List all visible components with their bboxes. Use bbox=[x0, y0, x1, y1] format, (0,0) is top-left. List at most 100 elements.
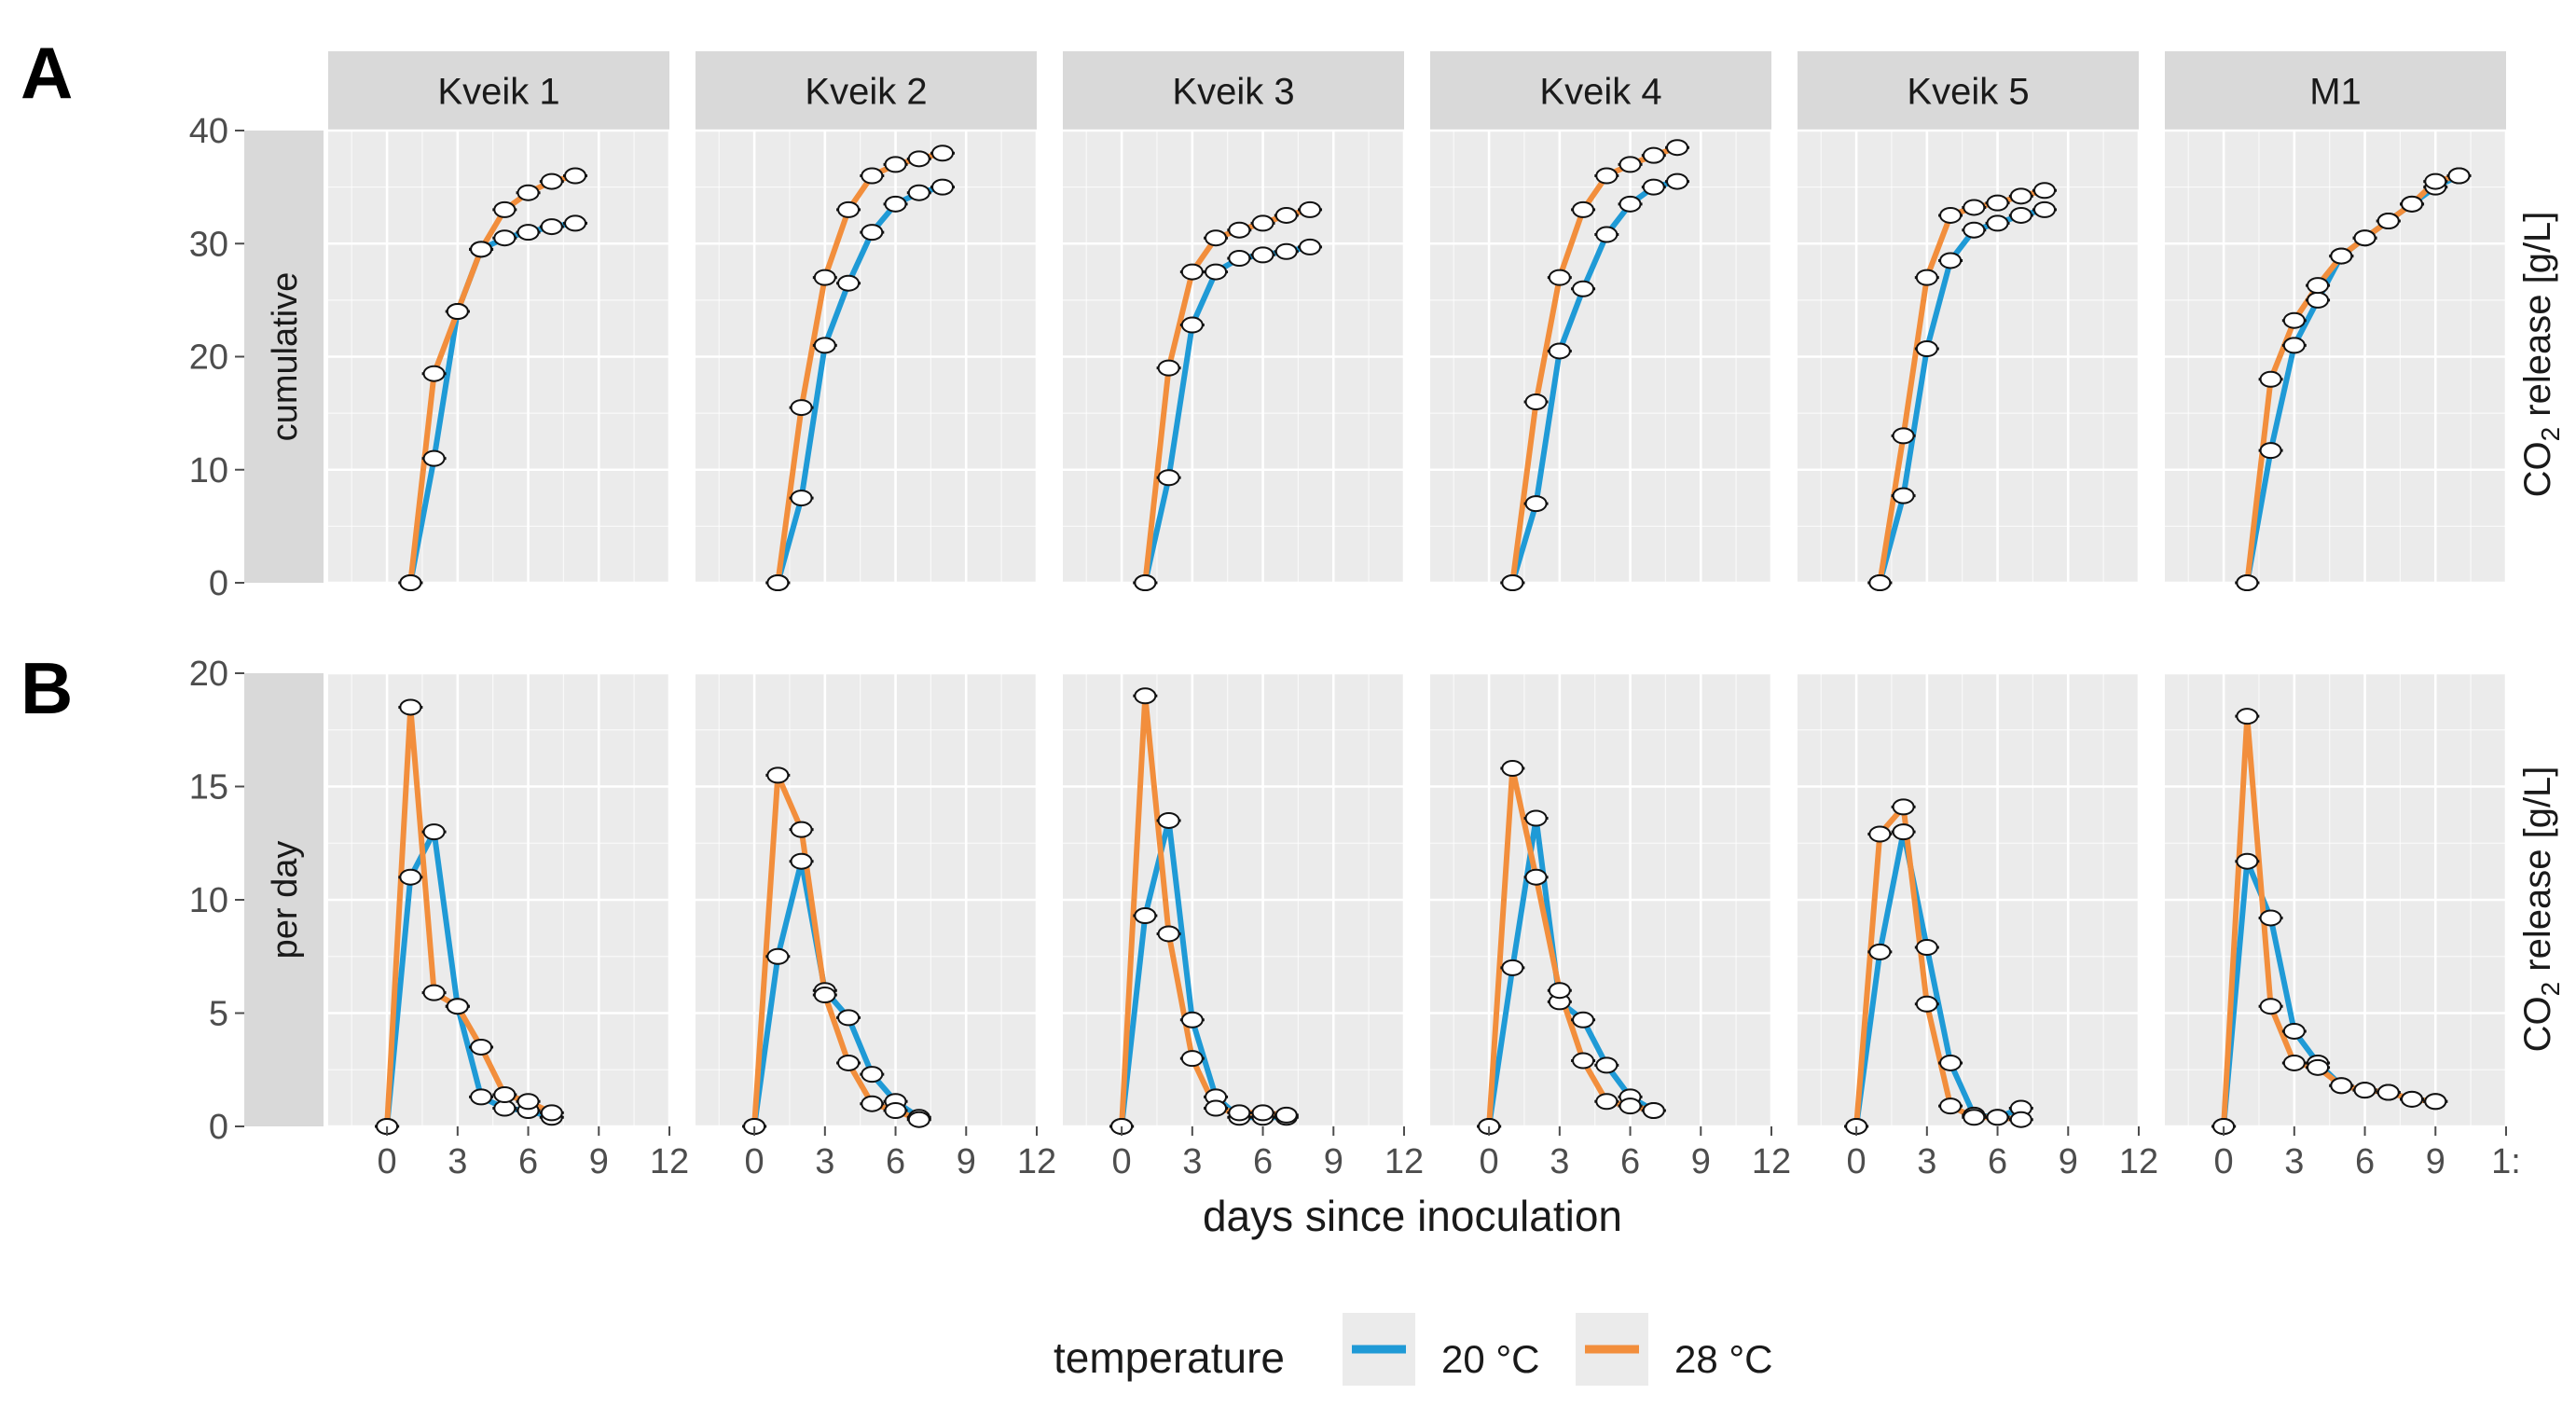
panel-kveik-5-per-day bbox=[1798, 671, 2141, 1135]
facet-strip-label-m1: M1 bbox=[2309, 72, 2362, 113]
data-point-28-c bbox=[422, 365, 446, 382]
data-point-20-c bbox=[907, 184, 930, 201]
data-point-28-c bbox=[931, 145, 955, 162]
data-point-28-c bbox=[2353, 1082, 2376, 1099]
data-point-20-c bbox=[837, 1009, 861, 1027]
data-point-20-c bbox=[540, 218, 563, 236]
data-point-20-c bbox=[1666, 173, 1689, 190]
data-point-20-c bbox=[1939, 252, 1963, 269]
data-point-20-c bbox=[1868, 943, 1892, 960]
data-point-20-c bbox=[1205, 263, 1228, 281]
panel-kveik-5-cumulative bbox=[1798, 129, 2141, 591]
data-point-28-c bbox=[2447, 167, 2471, 185]
data-point-20-c bbox=[422, 823, 446, 841]
data-point-28-c bbox=[2330, 247, 2353, 265]
data-point-28-c bbox=[446, 998, 469, 1015]
y-tick-label: 10 bbox=[189, 451, 228, 490]
data-point-28-c bbox=[1963, 1109, 1986, 1126]
y-tick-label: 40 bbox=[189, 112, 228, 151]
data-point-20-c bbox=[1548, 342, 1571, 360]
data-point-20-c bbox=[564, 214, 587, 232]
data-point-20-c bbox=[1180, 1011, 1204, 1028]
data-point-20-c bbox=[1134, 907, 1157, 925]
x-tick-label: 12 bbox=[1384, 1142, 1424, 1181]
x-tick-label: 6 bbox=[1253, 1142, 1273, 1181]
x-tick-label: 0 bbox=[1480, 1142, 1499, 1181]
data-point-28-c bbox=[861, 167, 884, 185]
panel-label-a: A bbox=[21, 32, 73, 114]
y-tick-label: 10 bbox=[189, 881, 228, 920]
data-point-20-c bbox=[1595, 1056, 1619, 1074]
data-point-20-c bbox=[884, 195, 907, 213]
x-tick-label: 9 bbox=[589, 1142, 609, 1181]
facet-strip-label-kveik-5: Kveik 5 bbox=[1907, 72, 2029, 113]
data-point-20-c bbox=[790, 490, 813, 507]
data-point-28-c bbox=[790, 399, 813, 417]
data-point-28-c bbox=[1986, 194, 2009, 212]
data-point-28-c bbox=[1299, 200, 1322, 218]
data-point-20-c bbox=[1251, 246, 1274, 264]
x-tick-label: 6 bbox=[2355, 1142, 2375, 1181]
data-point-28-c bbox=[493, 1085, 517, 1103]
x-tick-label: 12 bbox=[1017, 1142, 1056, 1181]
data-point-28-c bbox=[1915, 269, 1938, 286]
data-point-20-c bbox=[1572, 1011, 1595, 1028]
data-point-28-c bbox=[1134, 574, 1157, 591]
data-point-28-c bbox=[884, 156, 907, 173]
data-point-20-c bbox=[1228, 250, 1251, 268]
data-point-28-c bbox=[1642, 1101, 1665, 1119]
x-tick-label: 9 bbox=[2059, 1142, 2078, 1181]
data-point-28-c bbox=[813, 987, 836, 1004]
x-tick-label: 9 bbox=[957, 1142, 976, 1181]
data-point-20-c bbox=[470, 1088, 493, 1106]
legend: temperature 20 °C 28 °C bbox=[1054, 1313, 1773, 1386]
y-tick-label: 15 bbox=[189, 768, 228, 808]
facet-strip-kveik-5 bbox=[1798, 51, 2139, 131]
x-tick-label: 0 bbox=[1847, 1142, 1867, 1181]
data-point-28-c bbox=[1868, 825, 1892, 843]
data-point-20-c bbox=[1892, 487, 1915, 504]
data-point-28-c bbox=[1501, 574, 1524, 591]
data-point-28-c bbox=[1134, 687, 1157, 705]
x-tick-label: 3 bbox=[1550, 1142, 1569, 1181]
data-point-28-c bbox=[1205, 1099, 1228, 1117]
x-tick-label: 3 bbox=[2284, 1142, 2304, 1181]
facet-grid: Kveik 1 Kveik 2 Kveik 3 Kveik 4 Kveik 5 M1 cum… bbox=[189, 51, 2521, 1181]
data-point-28-c bbox=[2236, 574, 2259, 591]
data-point-28-c bbox=[1892, 798, 1915, 816]
legend-label-20c: 20 °C bbox=[1441, 1337, 1540, 1381]
data-point-20-c bbox=[422, 449, 446, 467]
data-point-28-c bbox=[1986, 1109, 2009, 1126]
x-tick-label: 3 bbox=[1182, 1142, 1202, 1181]
x-tick-label: 0 bbox=[745, 1142, 765, 1181]
data-point-28-c bbox=[493, 200, 517, 218]
data-point-28-c bbox=[2282, 1054, 2306, 1071]
data-point-20-c bbox=[1157, 469, 1180, 487]
data-point-20-c bbox=[1180, 316, 1204, 334]
facet-strip-label-kveik-1: Kveik 1 bbox=[437, 72, 559, 113]
data-point-20-c bbox=[2033, 200, 2057, 218]
data-point-20-c bbox=[861, 224, 884, 242]
x-tick-label: 6 bbox=[518, 1142, 538, 1181]
data-point-20-c bbox=[813, 337, 836, 354]
data-point-28-c bbox=[399, 574, 422, 591]
row-strip-cumulative bbox=[244, 131, 324, 583]
facet-strip-kveik-2 bbox=[696, 51, 1037, 131]
data-point-20-c bbox=[1572, 280, 1595, 297]
data-point-28-c bbox=[2259, 370, 2282, 388]
data-point-28-c bbox=[1915, 995, 1938, 1013]
y-axis-title-bottom: CO2 release [g/L] bbox=[2517, 766, 2565, 1053]
data-point-28-c bbox=[1157, 359, 1180, 377]
data-point-28-c bbox=[1524, 393, 1548, 410]
data-point-20-c bbox=[1642, 178, 1665, 196]
y-tick-label: 30 bbox=[189, 225, 228, 264]
data-point-20-c bbox=[1501, 959, 1524, 976]
data-point-28-c bbox=[1228, 1104, 1251, 1122]
data-point-28-c bbox=[1548, 269, 1571, 286]
data-point-28-c bbox=[907, 1111, 930, 1128]
x-axis-title: days since inoculation bbox=[1203, 1192, 1622, 1240]
data-point-28-c bbox=[1619, 156, 1642, 173]
data-point-20-c bbox=[2259, 909, 2282, 927]
data-point-28-c bbox=[1642, 146, 1665, 164]
data-point-28-c bbox=[1548, 982, 1571, 1000]
